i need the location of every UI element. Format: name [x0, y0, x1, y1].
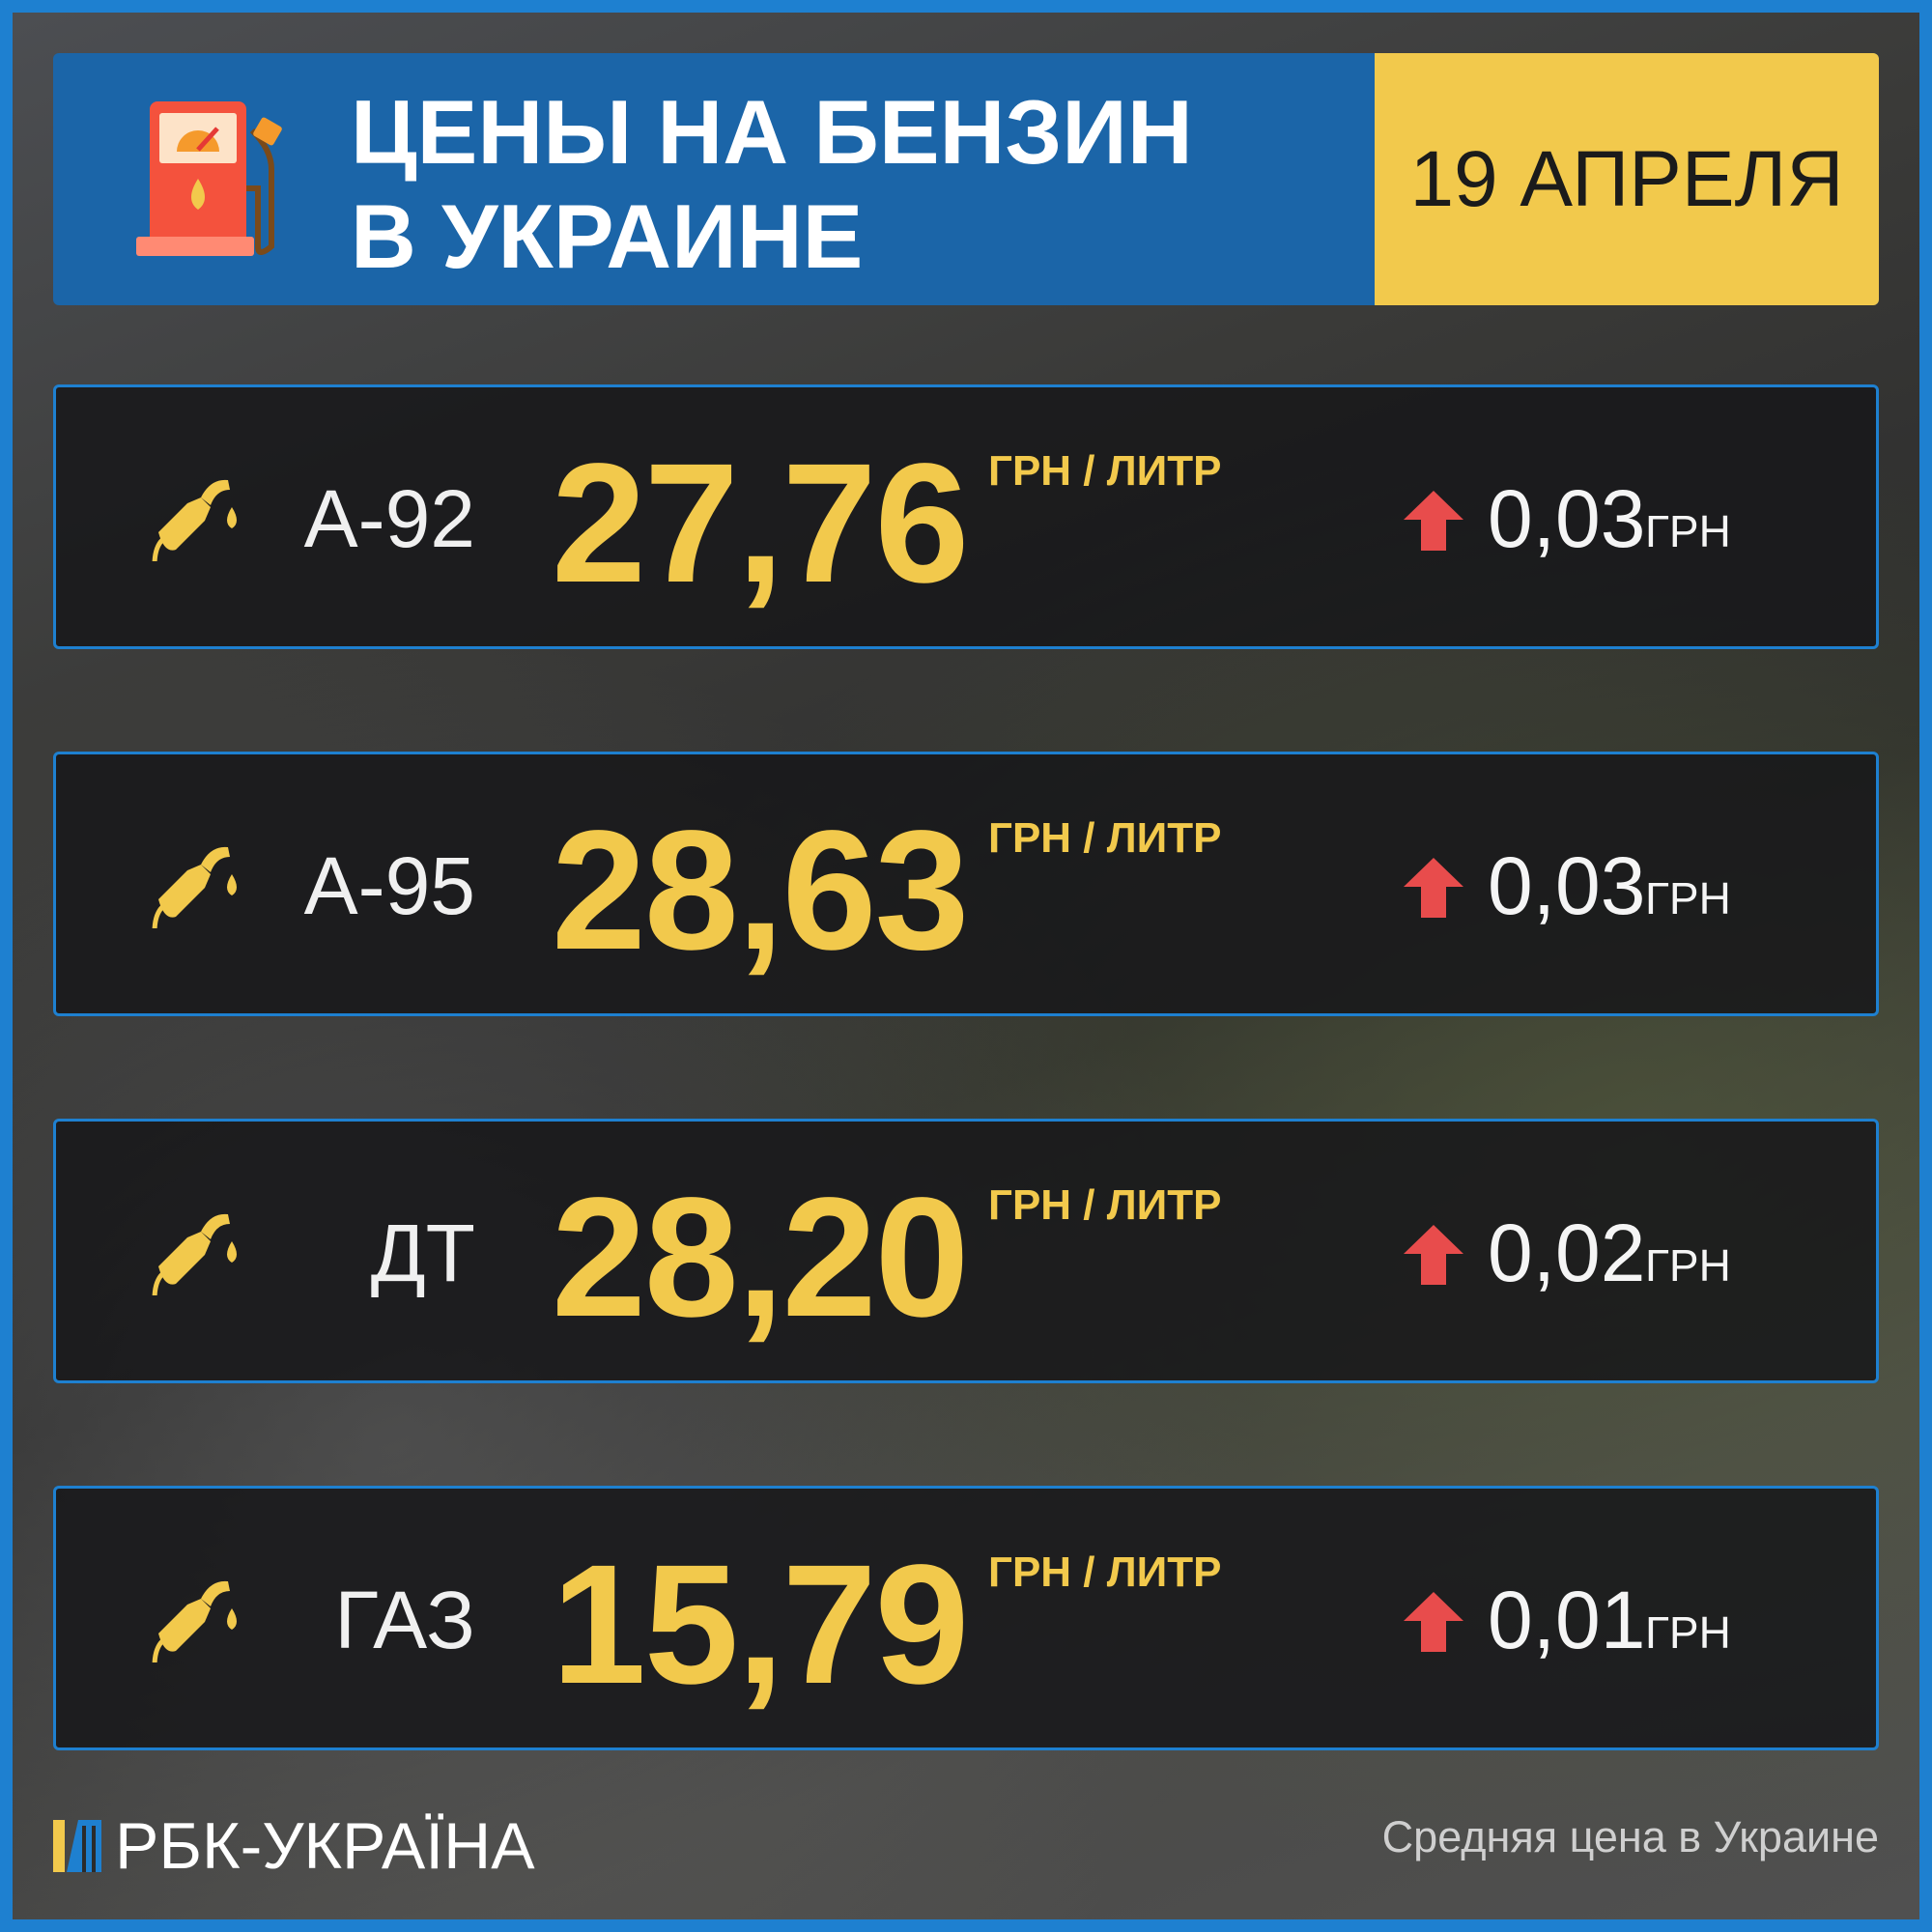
- price-change-unit: ГРН: [1645, 506, 1731, 556]
- price-value: 27,76: [552, 429, 969, 618]
- fuel-type: ГАЗ: [334, 1575, 475, 1665]
- price-value: 28,20: [552, 1163, 969, 1352]
- price-value: 15,79: [552, 1530, 969, 1719]
- price-unit: ГРН / ЛИТР: [988, 1548, 1222, 1596]
- arrow-up-icon: [1404, 491, 1463, 551]
- fuel-price-row: А-92 27,76 ГРН / ЛИТР 0,03 ГРН: [53, 384, 1879, 649]
- fuel-type: А-92: [303, 473, 475, 564]
- header-banner: ЦЕНЫ НА БЕНЗИН В УКРАИНЕ 19 АПРЕЛЯ: [53, 53, 1879, 305]
- price-unit: ГРН / ЛИТР: [988, 814, 1222, 862]
- fuel-type: ДТ: [370, 1208, 475, 1298]
- price-change: 0,02: [1488, 1208, 1646, 1298]
- logo-text: РБК-УКРАЇНА: [115, 1809, 535, 1883]
- fuel-nozzle-icon: [152, 1213, 237, 1295]
- arrow-up-icon: [1404, 858, 1463, 918]
- fuel-type: А-95: [303, 840, 475, 931]
- price-unit: ГРН / ЛИТР: [988, 1181, 1222, 1229]
- fuel-price-row: А-95 28,63 ГРН / ЛИТР 0,03 ГРН: [53, 752, 1879, 1016]
- page-title: ЦЕНЫ НА БЕНЗИН В УКРАИНЕ: [351, 80, 1193, 289]
- title-line-1: ЦЕНЫ НА БЕНЗИН: [351, 81, 1193, 183]
- fuel-price-row: ГАЗ 15,79 ГРН / ЛИТР 0,01 ГРН: [53, 1486, 1879, 1750]
- arrow-up-icon: [1404, 1225, 1463, 1285]
- fuel-nozzle-icon: [152, 479, 237, 561]
- fuel-price-row: ДТ 28,20 ГРН / ЛИТР 0,02 ГРН: [53, 1119, 1879, 1383]
- footnote: Средняя цена в Украине: [1381, 1812, 1879, 1861]
- price-change-unit: ГРН: [1645, 1607, 1731, 1658]
- fuel-nozzle-icon: [152, 1580, 237, 1662]
- fuel-nozzle-icon: [152, 846, 237, 928]
- rbc-ukraine-logo: РБК-УКРАЇНА: [53, 1808, 535, 1884]
- price-change: 0,03: [1488, 840, 1646, 931]
- date-label: 19 АПРЕЛЯ: [1409, 134, 1844, 223]
- price-change: 0,01: [1488, 1575, 1646, 1665]
- arrow-up-icon: [1404, 1592, 1463, 1652]
- date-box: 19 АПРЕЛЯ: [1375, 53, 1879, 305]
- logo-mark-icon: [53, 1820, 101, 1872]
- price-change-unit: ГРН: [1645, 873, 1731, 923]
- fuel-pump-icon: [136, 101, 282, 256]
- title-line-2: В УКРАИНЕ: [351, 185, 864, 287]
- price-change: 0,03: [1488, 473, 1646, 564]
- price-value: 28,63: [552, 796, 969, 985]
- price-change-unit: ГРН: [1645, 1240, 1731, 1291]
- price-unit: ГРН / ЛИТР: [988, 447, 1222, 495]
